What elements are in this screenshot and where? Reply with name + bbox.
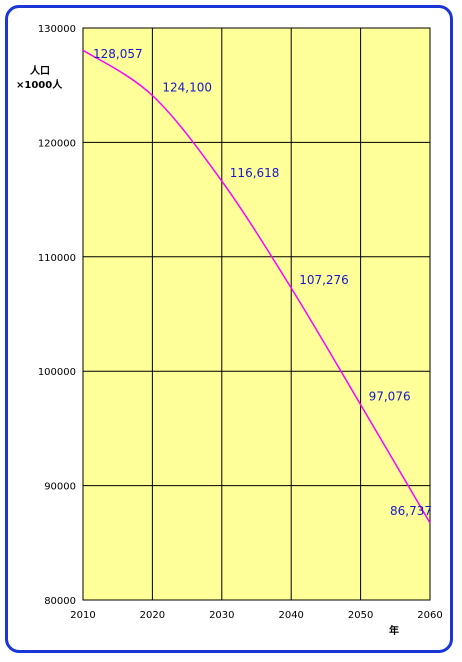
data-label: 116,618 [230,166,280,180]
y-axis-label-line1: 人口 [30,64,50,77]
x-tick-label: 2030 [209,610,234,621]
data-label: 128,057 [93,47,143,61]
grid-lines [82,27,431,601]
chart-frame [5,5,453,653]
y-tick-label: 80000 [44,596,76,607]
x-tick-label: 2050 [348,610,373,621]
data-label: 86,737 [390,504,432,518]
data-labels: 128,057 124,100 116,618 107,276 97,076 86,737 [93,47,432,518]
x-axis-label: 年 [389,624,399,637]
data-label: 124,100 [162,80,212,94]
data-label: 97,076 [369,390,411,404]
y-tick-label: 90000 [44,482,76,493]
x-axis-ticks: 2010 2020 2030 2040 2050 2060 [70,610,442,621]
series-line [82,49,431,524]
x-tick-label: 2040 [278,610,303,621]
y-axis-ticks: 80000 90000 100000 110000 120000 130000 [38,24,76,607]
y-tick-label: 120000 [38,138,76,149]
x-tick-label: 2010 [70,610,95,621]
data-label: 107,276 [299,273,349,287]
plot-area [82,27,431,601]
y-tick-label: 100000 [38,367,76,378]
y-tick-label: 130000 [38,24,76,35]
x-tick-label: 2020 [140,610,165,621]
y-tick-label: 110000 [38,253,76,264]
y-axis-label-line2: ×1000人 [16,78,63,91]
x-tick-label: 2060 [417,610,442,621]
